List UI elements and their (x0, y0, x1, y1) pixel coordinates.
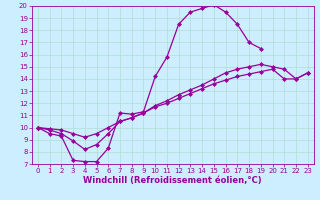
X-axis label: Windchill (Refroidissement éolien,°C): Windchill (Refroidissement éolien,°C) (84, 176, 262, 185)
